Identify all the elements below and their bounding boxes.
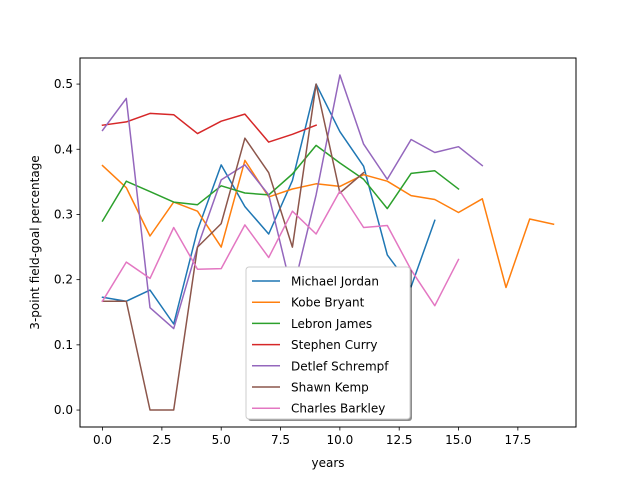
x-axis-label: years xyxy=(311,456,344,470)
x-tick-label: 0.0 xyxy=(93,433,112,447)
y-tick-label: 0.1 xyxy=(54,338,73,352)
legend-label-1: Michael Jordan xyxy=(291,275,379,289)
x-tick-label: 12.5 xyxy=(386,433,413,447)
y-tick-label: 0.0 xyxy=(54,403,73,417)
series-line-2 xyxy=(101,159,555,289)
y-tick-label: 0.5 xyxy=(54,77,73,91)
x-tick-label: 7.5 xyxy=(271,433,290,447)
y-tick-label: 0.4 xyxy=(54,142,73,156)
x-tick-label: 5.0 xyxy=(212,433,231,447)
legend-label-5: Detlef Schrempf xyxy=(291,359,389,373)
y-tick-label: 0.2 xyxy=(54,273,73,287)
legend: Michael Jordan Kobe Bryant Lebron James Ste… xyxy=(245,266,412,421)
x-axis: 0.0 2.5 5.0 7.5 10.0 12.5 15.0 17.5 xyxy=(93,427,531,447)
x-tick-label: 10.0 xyxy=(327,433,354,447)
series-line-3 xyxy=(101,144,460,223)
legend-label-2: Kobe Bryant xyxy=(291,296,365,310)
legend-label-6: Shawn Kemp xyxy=(291,381,369,395)
x-tick-label: 2.5 xyxy=(152,433,171,447)
y-tick-label: 0.3 xyxy=(54,207,73,221)
x-tick-label: 15.0 xyxy=(445,433,472,447)
series-line-4 xyxy=(101,112,318,143)
legend-label-7: Charles Barkley xyxy=(291,402,385,416)
y-axis-label: 3-point field-goal percentage xyxy=(28,155,42,329)
series-line-1 xyxy=(101,83,436,325)
series-line-6 xyxy=(101,83,365,411)
x-tick-label: 17.5 xyxy=(504,433,531,447)
series-line-7 xyxy=(101,190,460,307)
plot-frame xyxy=(79,57,577,428)
y-axis: 0.0 0.1 0.2 0.3 0.4 0.5 xyxy=(54,77,80,417)
legend-label-3: Lebron James xyxy=(291,317,372,331)
legend-box xyxy=(245,266,411,420)
legend-label-4: Stephen Curry xyxy=(291,338,377,352)
